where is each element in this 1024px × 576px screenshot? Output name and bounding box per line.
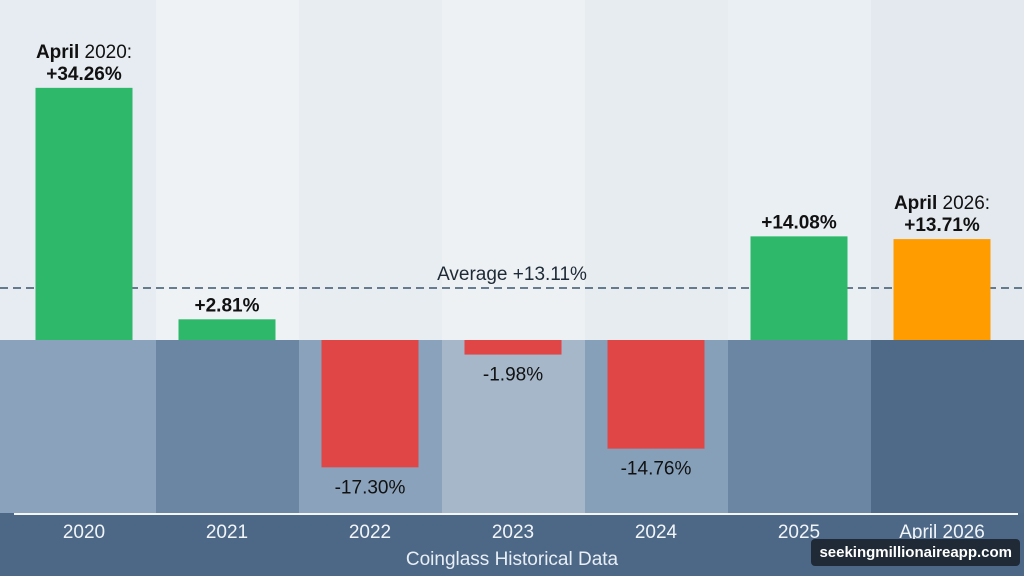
bar-2020: [35, 87, 133, 340]
column-band-top: [585, 0, 728, 340]
column-band-top: [442, 0, 585, 340]
bar-2022: [321, 340, 419, 468]
watermark: seekingmillionaireapp.com: [811, 539, 1020, 566]
bar-april-2026: [893, 239, 991, 340]
x-tick-label: April 2026: [899, 522, 985, 543]
column-band-bottom: [0, 340, 156, 513]
bar-2023: [464, 340, 562, 355]
x-tick-label: 2022: [349, 522, 391, 543]
column-band-top: [299, 0, 442, 340]
average-label: Average +13.11%: [437, 264, 587, 285]
data-label: +14.08%: [761, 212, 837, 233]
data-label-prefix: April 2020:: [36, 42, 132, 63]
x-tick-label: 2024: [635, 522, 678, 543]
column-band-bottom: [156, 340, 299, 513]
x-tick-label: 2021: [206, 522, 248, 543]
x-tick-label: 2025: [778, 522, 820, 543]
data-label: -1.98%: [483, 365, 543, 386]
x-tick-label: 2020: [63, 522, 105, 543]
data-label-prefix: April 2026:: [894, 193, 990, 214]
data-label: +2.81%: [195, 295, 260, 316]
data-label: +13.71%: [904, 215, 980, 236]
column-band-bottom: [442, 340, 585, 513]
bar-2025: [750, 236, 848, 340]
data-label: +34.26%: [46, 64, 122, 85]
data-label: -14.76%: [621, 459, 692, 480]
bar-2024: [607, 340, 705, 449]
column-band-bottom: [728, 340, 871, 513]
bar-2021: [178, 319, 276, 340]
column-band-bottom: [871, 340, 1024, 513]
x-axis-label: Coinglass Historical Data: [406, 549, 619, 570]
column-band-top: [156, 0, 299, 340]
x-tick-label: 2023: [492, 522, 534, 543]
data-label: -17.30%: [335, 477, 406, 498]
